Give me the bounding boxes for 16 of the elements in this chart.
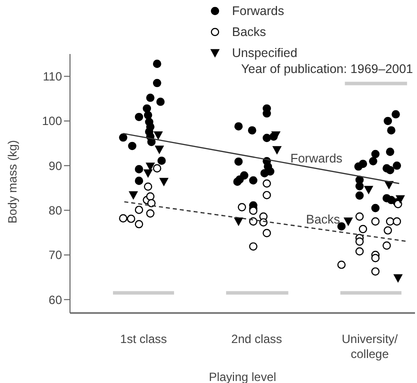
y-tick-label: 100 (42, 114, 62, 128)
series-label: Backs (306, 212, 340, 227)
y-tick-label: 110 (42, 70, 62, 84)
series-label: Forwards (290, 151, 342, 166)
legend-label: Backs (232, 24, 266, 38)
x-tick-label: 1st class (120, 332, 167, 346)
y-tick-label: 70 (48, 248, 62, 262)
y-tick-label: 90 (48, 158, 62, 173)
x-tick-label: University/ college (342, 332, 398, 361)
annotation: Year of publication: 1969–2001 (241, 62, 413, 76)
legend-label: Unspecified (232, 46, 298, 60)
y-axis-title: Body mass (kg) (5, 140, 20, 224)
y-tick-label: 60 (48, 292, 62, 307)
legend-label: Forwards (232, 4, 284, 18)
x-tick-label: 2nd class (231, 332, 282, 346)
y-tick-label: 80 (48, 204, 62, 218)
